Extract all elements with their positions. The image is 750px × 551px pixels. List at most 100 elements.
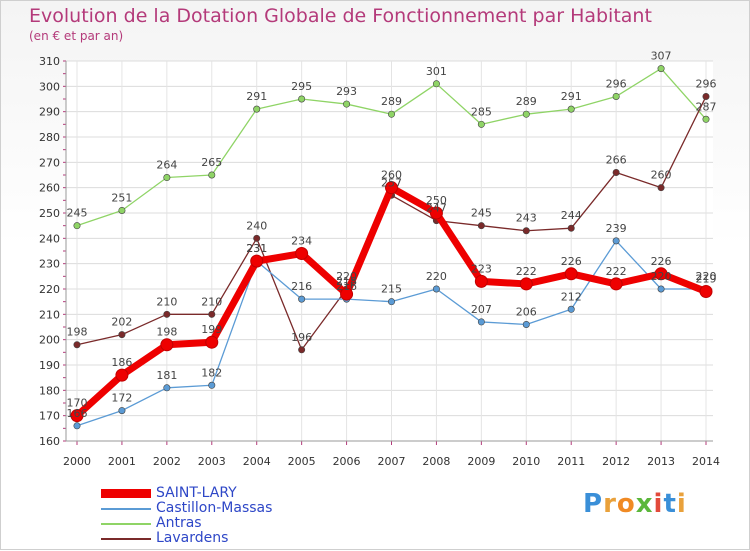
x-tick-label: 2001 [108,455,136,468]
chart-subtitle: (en € et par an) [29,29,124,43]
data-label: 287 [696,100,717,113]
data-label: 296 [606,77,627,90]
data-point [70,409,84,423]
data-point [387,298,395,306]
data-point [432,80,440,88]
data-point [163,174,171,182]
data-point [118,206,126,214]
data-label: 295 [291,80,312,93]
data-label: 289 [516,95,537,108]
data-label: 199 [201,323,222,336]
data-point [477,318,485,326]
data-point [519,277,533,291]
x-tick-label: 2008 [422,455,450,468]
data-label: 198 [67,326,88,339]
data-point [73,222,81,230]
x-tick-label: 2011 [557,455,585,468]
x-tick-label: 2012 [602,455,630,468]
legend-label: SAINT-LARY [156,485,237,501]
y-tick-label: 160 [39,435,60,448]
x-tick-label: 2014 [692,455,720,468]
y-tick-label: 200 [39,334,60,347]
data-point [73,341,81,349]
data-point [522,320,530,328]
data-point [477,120,485,128]
data-point [429,206,443,220]
data-label: 289 [381,95,402,108]
data-point [160,338,174,352]
data-label: 215 [381,283,402,296]
plot-area [66,61,713,441]
data-point [250,254,264,268]
legend-item: SAINT-LARY [101,485,361,502]
data-label: 210 [201,295,222,308]
x-tick-label: 2002 [153,455,181,468]
data-point [654,267,668,281]
data-label: 264 [156,159,177,172]
data-label: 234 [291,235,312,248]
x-tick-label: 2003 [198,455,226,468]
y-tick-label: 310 [39,55,60,68]
data-point [567,224,575,232]
data-label: 181 [156,369,177,382]
y-tick-label: 220 [39,283,60,296]
data-label: 219 [696,273,717,286]
data-label: 231 [246,242,267,255]
x-tick-label: 2006 [333,455,361,468]
data-label: 301 [426,65,447,78]
data-label: 250 [426,194,447,207]
data-label: 240 [246,219,267,232]
data-label: 243 [516,212,537,225]
data-point [432,285,440,293]
y-tick-label: 250 [39,207,60,220]
legend-label: Lavardens [156,530,229,546]
y-tick-label: 270 [39,156,60,169]
data-label: 296 [696,77,717,90]
data-point [474,274,488,288]
data-label: 257 [381,176,402,189]
data-label: 307 [651,50,672,63]
y-tick-label: 210 [39,308,60,321]
data-point [612,168,620,176]
chart-title: Evolution de la Dotation Globale de Fonc… [29,5,652,27]
data-label: 207 [471,303,492,316]
data-point [208,171,216,179]
data-label: 285 [471,105,492,118]
data-label: 266 [606,153,627,166]
data-label: 220 [651,270,672,283]
data-point [298,295,306,303]
data-label: 210 [156,295,177,308]
data-point [564,267,578,281]
legend-item: Castillon-Massas [101,500,361,517]
data-point [567,105,575,113]
legend-swatch [101,538,151,540]
data-point [385,181,398,195]
data-label: 166 [67,407,88,420]
data-point [522,110,530,118]
legend-label: Antras [156,515,202,531]
data-point [340,287,354,301]
data-point [205,335,219,349]
data-label: 216 [291,280,312,293]
legend-swatch [101,523,151,525]
data-point [118,407,126,415]
data-point [612,92,620,100]
data-label: 172 [111,392,132,405]
x-tick-label: 2013 [647,455,675,468]
data-point [298,95,306,103]
data-point [208,310,216,318]
data-point [657,184,665,192]
data-label: 291 [246,90,267,103]
y-tick-label: 240 [39,232,60,245]
x-tick-label: 2007 [378,455,406,468]
data-point [567,305,575,313]
legend-swatch [101,508,151,510]
y-tick-label: 190 [39,359,60,372]
data-label: 186 [111,356,132,369]
data-label: 182 [201,366,222,379]
legend-swatch [101,489,151,498]
y-tick-label: 170 [39,410,60,423]
data-label: 239 [606,222,627,235]
